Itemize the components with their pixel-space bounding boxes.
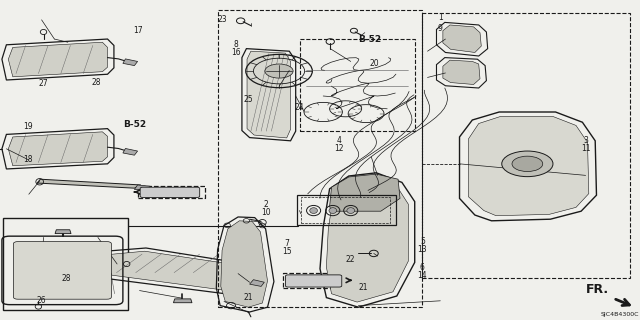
Text: 26: 26 (36, 296, 47, 305)
Polygon shape (123, 59, 138, 66)
Polygon shape (37, 179, 141, 188)
Text: 10: 10 (260, 208, 271, 217)
Text: 3: 3 (583, 136, 588, 145)
FancyBboxPatch shape (140, 187, 200, 197)
Text: FR.: FR. (586, 283, 609, 296)
Polygon shape (330, 174, 400, 211)
Polygon shape (221, 221, 268, 307)
Text: 1: 1 (438, 13, 443, 22)
FancyBboxPatch shape (13, 242, 111, 299)
Text: 8: 8 (233, 40, 238, 49)
Text: SJC4B4300C: SJC4B4300C (600, 312, 639, 317)
Polygon shape (123, 148, 138, 155)
Circle shape (502, 151, 553, 177)
Circle shape (265, 64, 293, 78)
Polygon shape (173, 299, 192, 303)
Polygon shape (247, 51, 291, 138)
Text: 11: 11 (581, 144, 590, 153)
Polygon shape (55, 230, 71, 234)
Text: 13: 13 (417, 245, 428, 254)
Text: 5: 5 (420, 237, 425, 246)
Text: 22: 22 (346, 255, 355, 264)
Polygon shape (468, 116, 589, 216)
Text: 25: 25 (243, 95, 253, 104)
Polygon shape (250, 280, 264, 286)
Polygon shape (443, 25, 481, 52)
Text: 4: 4 (337, 136, 342, 145)
Text: 21: 21 (359, 284, 368, 292)
Text: 27: 27 (38, 79, 48, 88)
Text: 9: 9 (438, 24, 443, 33)
Text: 6: 6 (420, 263, 425, 272)
Polygon shape (8, 42, 108, 77)
Text: B-52: B-52 (358, 36, 381, 44)
Polygon shape (134, 185, 150, 190)
Ellipse shape (310, 208, 317, 213)
Text: 28: 28 (92, 78, 100, 87)
Circle shape (512, 156, 543, 172)
Text: 20: 20 (369, 60, 380, 68)
Text: 24: 24 (294, 103, 305, 112)
Ellipse shape (347, 208, 355, 213)
Polygon shape (106, 251, 241, 291)
Text: 17: 17 (132, 26, 143, 35)
Text: 18: 18 (23, 156, 32, 164)
Text: 19: 19 (22, 122, 33, 131)
Text: 28: 28 (62, 274, 71, 283)
Text: 23: 23 (218, 15, 228, 24)
Text: 14: 14 (417, 271, 428, 280)
Polygon shape (326, 178, 408, 302)
Polygon shape (443, 60, 480, 84)
Text: 2: 2 (263, 200, 268, 209)
Text: 12: 12 (335, 144, 344, 153)
Ellipse shape (329, 208, 337, 213)
Text: 21: 21 (244, 293, 253, 302)
FancyBboxPatch shape (285, 275, 342, 287)
Text: 16: 16 (230, 48, 241, 57)
Text: 15: 15 (282, 247, 292, 256)
Text: 7: 7 (284, 239, 289, 248)
Polygon shape (8, 132, 108, 166)
Text: B-52: B-52 (123, 120, 146, 129)
